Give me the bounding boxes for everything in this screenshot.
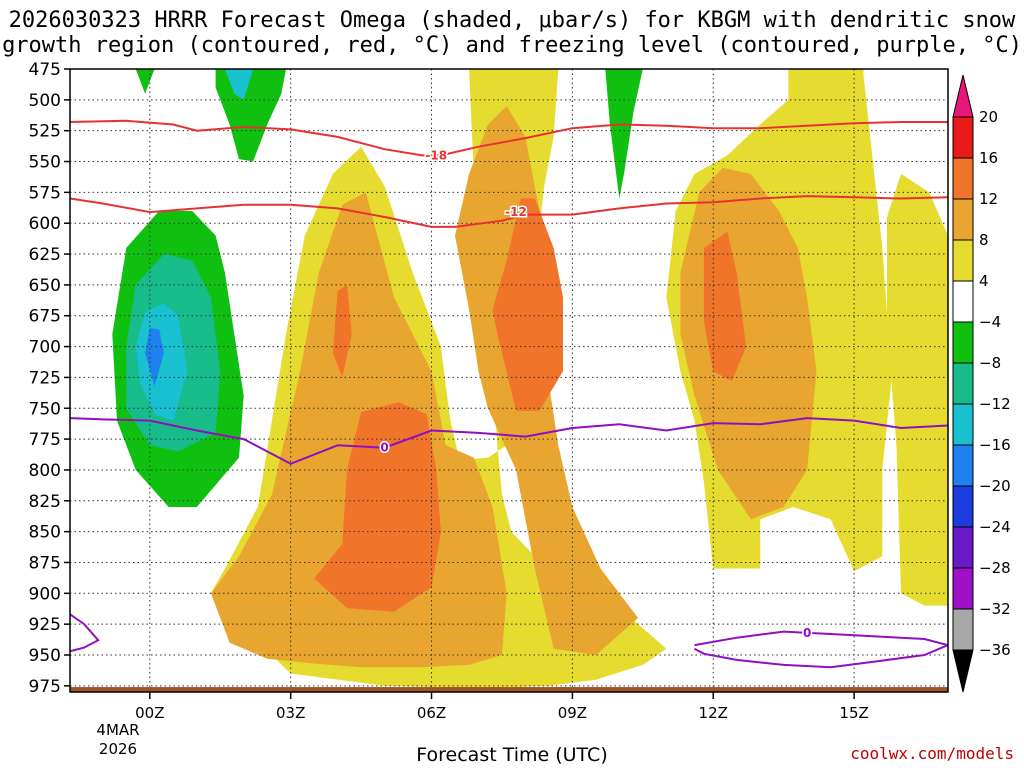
site-credit: coolwx.com/models	[850, 744, 1014, 763]
y-tick-label-900: 900	[29, 584, 61, 604]
x-tick-label-03Z: 03Z	[276, 704, 305, 722]
y-tick-label-625: 625	[29, 245, 61, 265]
x-tick-label-15Z: 15Z	[839, 704, 868, 722]
colorbar-label-7: −12	[979, 395, 1011, 413]
colorbar-bin-16-to-20	[952, 116, 974, 159]
y-tick-label-800: 800	[29, 461, 61, 481]
colorbar-bin--36-to--32	[952, 608, 974, 651]
contour-temp-minus-18	[70, 119, 948, 157]
y-tick-label-650: 650	[29, 276, 61, 296]
y-axis: 475 500 525 550 575 600 625 650 675 700 725 750 775 8…	[29, 60, 70, 697]
y-tick-label-525: 525	[29, 122, 61, 142]
grid-layer	[70, 69, 948, 692]
colorbar-bin--16-to--12	[952, 403, 974, 446]
contour-label-temp-minus-18: -18	[425, 148, 447, 162]
colorbar-label-6: −8	[979, 354, 1001, 372]
omega-region-green-top-right	[605, 69, 643, 199]
colorbar-label-12: −32	[979, 600, 1011, 618]
colorbar-label-1: 16	[979, 149, 998, 167]
colorbar-label-9: −20	[979, 477, 1011, 495]
chart-title-line-1: 2026030323 HRRR Forecast Omega (shaded, …	[8, 8, 1016, 33]
omega-region-green-top	[215, 69, 286, 162]
colorbar-underflow-arrow	[952, 649, 974, 693]
omega-region-orange-dark-right	[703, 231, 747, 382]
contour-label-freeze-0-lower-right: 0	[803, 626, 811, 640]
y-tick-label-975: 975	[29, 677, 61, 697]
y-tick-label-725: 725	[29, 368, 61, 388]
omega-shading-layer	[112, 69, 948, 689]
contour-label-layer: -18 -12 0 0	[379, 147, 813, 641]
x-axis: 00Z 03Z 06Z 09Z 12Z 15Z	[135, 692, 869, 722]
surface-ground-band	[70, 687, 948, 692]
colorbar-label-11: −28	[979, 559, 1011, 577]
omega-region-orange-dark-mid	[332, 284, 352, 378]
colorbar-bin--12-to--8	[952, 362, 974, 405]
x-axis-label: Forecast Time (UTC)	[416, 744, 608, 766]
y-tick-label-775: 775	[29, 430, 61, 450]
x-tick-label-00Z: 00Z	[135, 704, 164, 722]
colorbar: 20 16 12 8 4 −4 −8 −12 −16 −20 −24 −28 −32 −36	[952, 74, 1011, 693]
y-tick-label-850: 850	[29, 523, 61, 543]
colorbar-bin-4-to-8	[952, 239, 974, 282]
contour-temp-minus-12	[70, 195, 948, 228]
colorbar-label-13: −36	[979, 641, 1011, 659]
omega-region-blue-west	[145, 328, 164, 387]
contour-label-freeze-0-upper: 0	[380, 441, 388, 455]
colorbar-bin--32-to--28	[952, 567, 974, 610]
y-tick-label-750: 750	[29, 399, 61, 419]
y-tick-label-950: 950	[29, 646, 61, 666]
colorbar-label-10: −24	[979, 518, 1011, 536]
omega-region-yellow-east-2	[887, 173, 948, 606]
colorbar-bin--8-to--4	[952, 321, 974, 364]
contour-freeze-0-lower-left	[70, 613, 100, 653]
y-tick-label-825: 825	[29, 492, 61, 512]
omega-region-cyan-west	[135, 303, 188, 421]
x-tick-label-09Z: 09Z	[558, 704, 587, 722]
chart-title-line-2: growth region (contoured, red, °C) and f…	[2, 33, 1022, 58]
colorbar-label-0: 20	[979, 108, 998, 126]
y-tick-label-925: 925	[29, 615, 61, 635]
y-tick-label-675: 675	[29, 307, 61, 327]
y-tick-label-575: 575	[29, 183, 61, 203]
colorbar-bin--24-to--20	[952, 485, 974, 528]
omega-region-cyan-top	[224, 69, 254, 100]
date-label-year: 2026	[99, 740, 137, 758]
omega-region-orange-dark-center	[492, 198, 563, 411]
colorbar-overflow-arrow	[952, 74, 974, 118]
omega-region-green-top-left	[135, 69, 155, 94]
y-tick-label-550: 550	[29, 153, 61, 173]
contour-freeze-0-upper	[70, 417, 948, 465]
colorbar-label-4: 4	[979, 272, 989, 290]
colorbar-bin--20-to--16	[952, 444, 974, 487]
contour-layer	[70, 119, 948, 669]
y-tick-label-875: 875	[29, 553, 61, 573]
colorbar-label-8: −16	[979, 436, 1011, 454]
date-label-month: 4MAR	[96, 721, 139, 739]
colorbar-bin-8-to-12	[952, 198, 974, 241]
colorbar-label-5: −4	[979, 313, 1001, 331]
y-tick-label-475: 475	[29, 60, 61, 80]
colorbar-bin--28-to--24	[952, 526, 974, 569]
x-tick-label-06Z: 06Z	[417, 704, 446, 722]
x-tick-label-12Z: 12Z	[699, 704, 728, 722]
contour-freeze-0-lower-right	[694, 630, 948, 669]
omega-region-orange-dark-left	[314, 402, 441, 612]
contour-label-temp-minus-12: -12	[505, 205, 527, 219]
colorbar-bin--4-to-4	[952, 280, 974, 323]
y-tick-label-600: 600	[29, 214, 61, 234]
colorbar-label-3: 8	[979, 231, 989, 249]
y-tick-label-500: 500	[29, 91, 61, 111]
colorbar-bin-12-to-16	[952, 157, 974, 200]
y-tick-label-700: 700	[29, 338, 61, 358]
plot-frame	[69, 68, 949, 693]
colorbar-label-2: 12	[979, 190, 998, 208]
